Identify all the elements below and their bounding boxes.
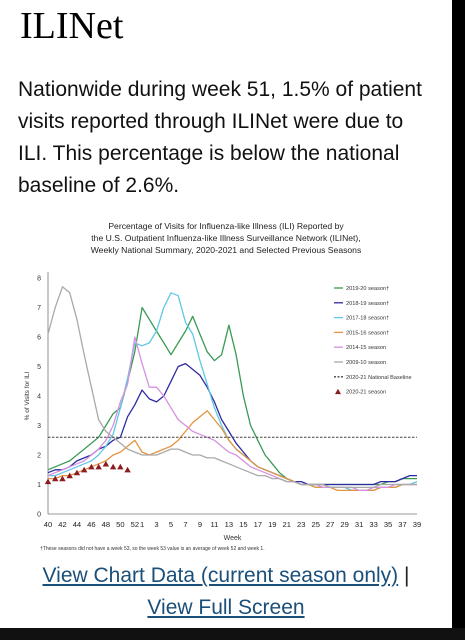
x-tick-label: 31 <box>355 520 363 529</box>
x-tick-label: 25 <box>311 520 319 529</box>
chart-footnote: †These seasons did not have a week 53, s… <box>40 546 265 552</box>
x-tick-label: 19 <box>268 520 276 529</box>
view-full-screen-link[interactable]: View Full Screen <box>147 596 305 619</box>
season-2020-21-point <box>88 463 95 470</box>
page-title: ILINet <box>20 5 124 47</box>
season-2020-21-point <box>73 469 81 476</box>
y-tick-label: 8 <box>37 276 41 283</box>
season-2020-21-point <box>59 475 66 482</box>
page: ILINet Nationwide during week 51, 1.5% o… <box>0 0 452 640</box>
season-2020-21-point <box>52 475 59 482</box>
series-line-4 <box>47 336 417 492</box>
chart-legend: 2019-20 season† 2018-19 season† 2017-18 se… <box>334 286 412 396</box>
legend-label: 2020-21 National Baseline <box>346 375 412 381</box>
x-tick-label: 50 <box>116 520 124 529</box>
bottom-bar <box>0 628 465 640</box>
y-tick-label: 3 <box>37 423 41 430</box>
ili-chart-svg: Percentage of Visits for Influenza-like … <box>24 221 421 552</box>
series-line-5 <box>47 286 417 489</box>
y-tick-label: 2 <box>37 453 41 460</box>
series-line-3 <box>48 410 417 492</box>
x-tick-label: 9 <box>198 520 202 529</box>
chart-title-line: the U.S. Outpatient Influenza-like Illne… <box>91 233 360 243</box>
legend-label: 2015-16 season† <box>346 330 389 336</box>
chart-title-line: Weekly National Summary, 2020-2021 and S… <box>91 245 362 255</box>
x-tick-label: 21 <box>283 520 291 529</box>
x-tick-label: 35 <box>384 520 392 529</box>
legend-label: 2020-21 season <box>346 390 386 396</box>
x-tick-label: 42 <box>58 520 66 529</box>
season-2020-21-point <box>80 466 88 473</box>
legend-swatch <box>335 388 341 395</box>
legend-label: 2019-20 season† <box>346 286 389 292</box>
legend-label: 2017-18 season† <box>346 316 389 322</box>
y-tick-label: 7 <box>37 305 41 312</box>
x-tick-label: 1 <box>140 520 144 529</box>
season-2020-21-point <box>44 478 52 485</box>
x-tick-label: 13 <box>225 520 233 529</box>
x-tick-label: 3 <box>154 520 158 529</box>
season-2020-21-point <box>95 463 102 470</box>
legend-label: 2018-19 season† <box>346 301 389 307</box>
y-tick-label: 6 <box>37 335 41 342</box>
x-tick-label: 27 <box>326 520 334 529</box>
x-tick-label: 46 <box>87 520 95 529</box>
x-tick-label: 40 <box>44 520 52 529</box>
chart-series <box>44 286 418 492</box>
link-separator: | <box>398 564 410 587</box>
y-tick-label: 4 <box>37 394 41 401</box>
x-tick-label: 37 <box>398 520 406 529</box>
ili-chart: Percentage of Visits for Influenza-like … <box>18 212 434 557</box>
season-2020-21-point <box>102 460 110 467</box>
x-tick-label: 5 <box>169 520 173 529</box>
x-tick-label: 11 <box>210 520 218 529</box>
x-tick-label: 48 <box>102 520 110 529</box>
view-chart-data-link[interactable]: View Chart Data (current season only) <box>42 564 399 587</box>
x-tick-label: 44 <box>73 520 81 529</box>
y-tick-label: 0 <box>37 512 41 519</box>
y-tick-label: 1 <box>37 482 41 489</box>
x-tick-label: 52 <box>131 520 139 529</box>
season-2020-21-point <box>124 466 131 473</box>
summary-text: Nationwide during week 51, 1.5% of patie… <box>18 78 422 197</box>
x-tick-label: 39 <box>413 520 421 529</box>
season-2020-21-point <box>117 463 124 470</box>
chart-links: View Chart Data (current season only) | … <box>0 560 452 624</box>
season-2020-21-point <box>66 472 73 479</box>
legend-label: 2009-10 season <box>346 360 386 366</box>
x-tick-label: 7 <box>183 520 187 529</box>
y-axis-label: % of Visits for ILI <box>24 371 31 420</box>
season-2020-21-point <box>109 463 117 470</box>
y-tick-label: 5 <box>37 364 41 371</box>
chart-title-line: Percentage of Visits for Influenza-like … <box>108 221 344 231</box>
x-tick-label: 33 <box>369 520 377 529</box>
legend-label: 2014-15 season <box>346 345 386 351</box>
x-tick-label: 15 <box>239 520 247 529</box>
x-tick-label: 17 <box>254 520 262 529</box>
chart-title: Percentage of Visits for Influenza-like … <box>91 221 362 255</box>
x-tick-label: 23 <box>297 520 305 529</box>
x-tick-label: 29 <box>340 520 348 529</box>
x-axis-label: Week <box>224 535 242 542</box>
